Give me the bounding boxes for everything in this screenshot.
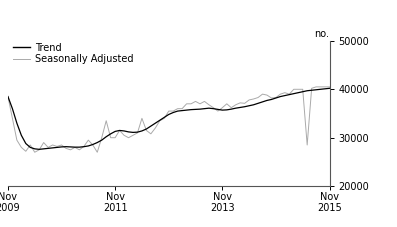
Text: no.: no. [314,30,330,39]
Legend: Trend, Seasonally Adjusted: Trend, Seasonally Adjusted [13,43,134,64]
